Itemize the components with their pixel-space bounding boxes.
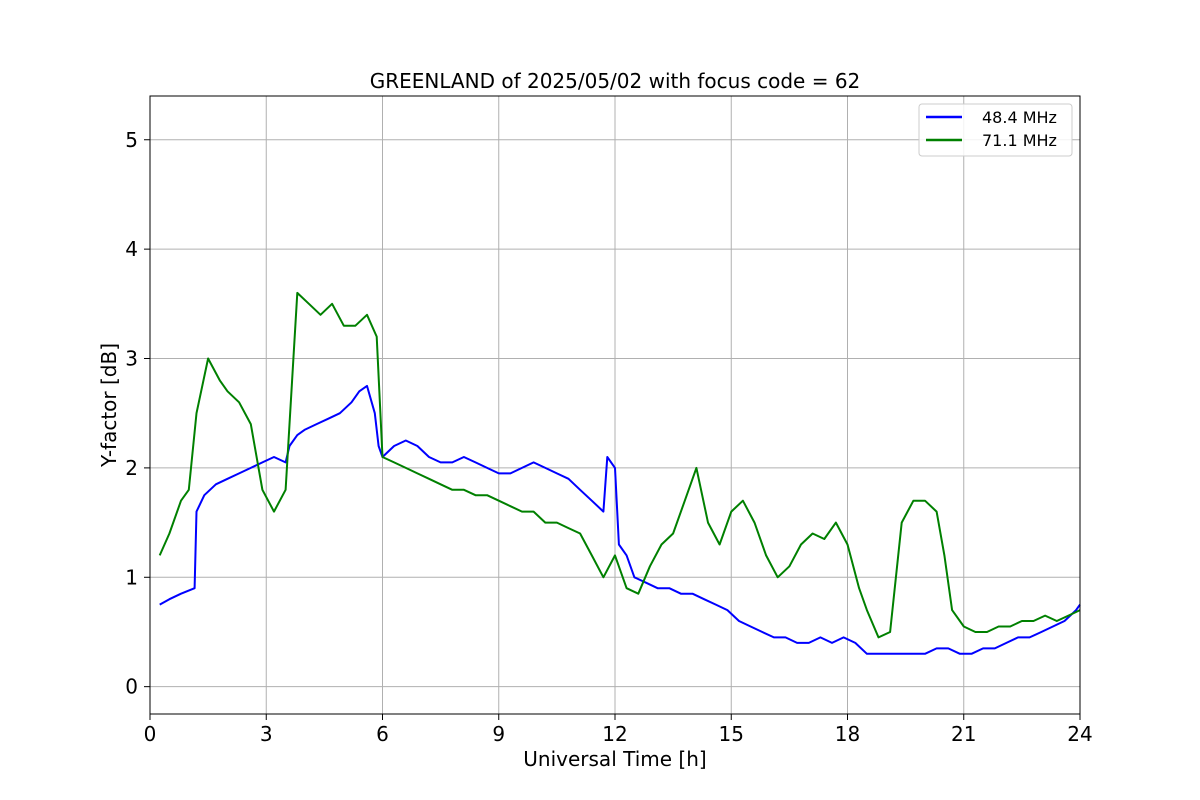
grid bbox=[149, 96, 1081, 714]
x-tick-label: 15 bbox=[719, 722, 744, 746]
x-tick-label: 21 bbox=[951, 722, 976, 746]
series-layer bbox=[158, 291, 1081, 655]
x-tick-label: 6 bbox=[376, 722, 389, 746]
y-axis-title: Y-factor [dB] bbox=[97, 343, 121, 468]
x-axis-title: Universal Time [h] bbox=[523, 747, 706, 771]
legend: 48.4 MHz 71.1 MHz bbox=[918, 103, 1073, 157]
y-tick-label: 4 bbox=[125, 237, 138, 261]
y-tick-label: 1 bbox=[125, 565, 138, 589]
y-tick-label: 2 bbox=[125, 456, 138, 480]
legend-label-71-mhz: 71.1 MHz bbox=[982, 131, 1057, 150]
series-line-71-1-mhz bbox=[158, 291, 1081, 639]
legend-label-48-mhz: 48.4 MHz bbox=[982, 108, 1057, 127]
x-tick-label: 9 bbox=[492, 722, 505, 746]
y-tick-label: 3 bbox=[125, 347, 138, 371]
x-tick-label: 3 bbox=[260, 722, 273, 746]
series-line-48-4-mhz bbox=[159, 384, 1081, 655]
y-tick-label: 5 bbox=[125, 128, 138, 152]
x-tick-label: 18 bbox=[835, 722, 860, 746]
y-tick-label: 0 bbox=[125, 675, 138, 699]
x-tick-label: 0 bbox=[144, 722, 157, 746]
x-tick-label: 12 bbox=[602, 722, 627, 746]
x-tick-label: 24 bbox=[1067, 722, 1092, 746]
chart-title: GREENLAND of 2025/05/02 with focus code … bbox=[370, 69, 861, 93]
